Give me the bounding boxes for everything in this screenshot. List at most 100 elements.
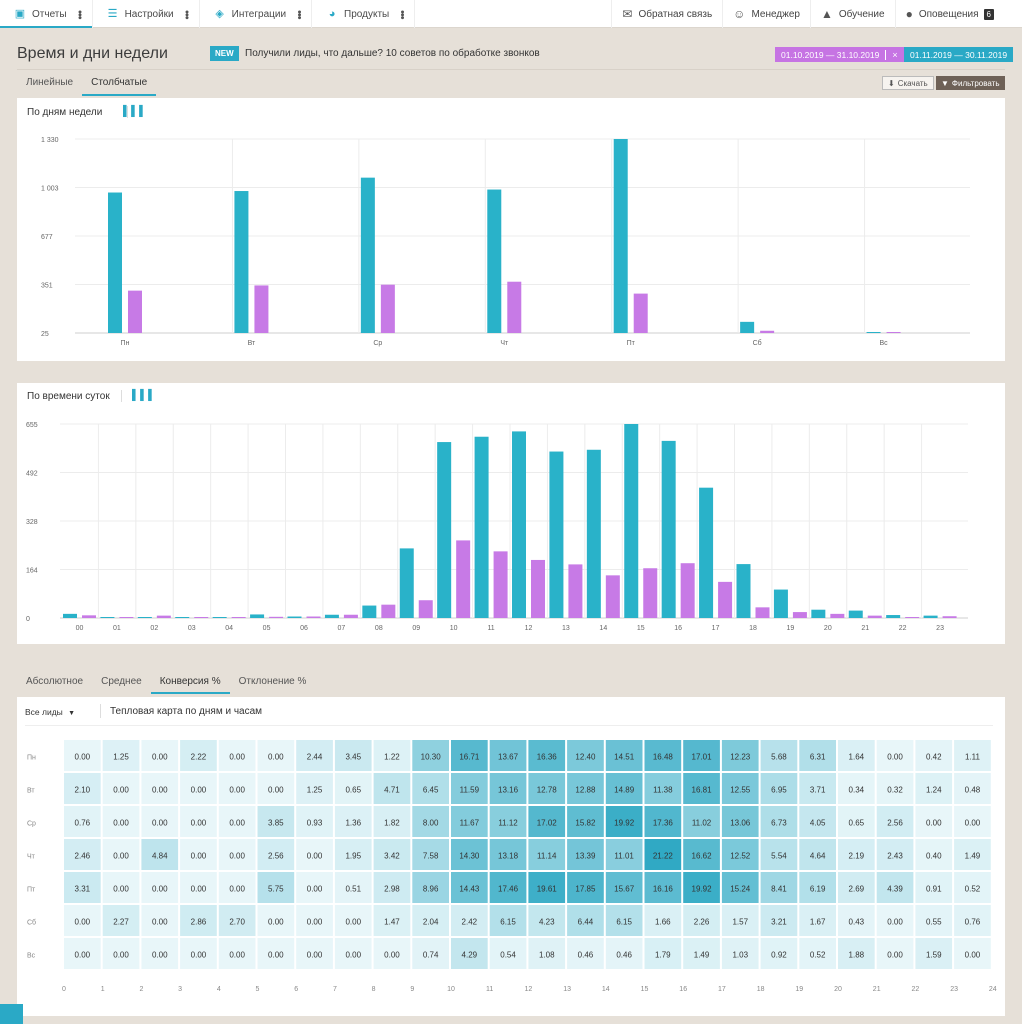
heatmap-cell[interactable] [760, 839, 798, 870]
bar-series-2[interactable] [493, 551, 508, 618]
heatmap-cell[interactable] [799, 938, 836, 969]
heatmap-cell[interactable] [683, 839, 720, 870]
bar-series-2[interactable] [269, 616, 284, 618]
heatmap-cell[interactable] [296, 839, 333, 870]
heatmap-cell[interactable] [141, 806, 179, 837]
heatmap-cell[interactable] [451, 773, 488, 804]
heatmap-cell[interactable] [528, 905, 566, 936]
bar-series-1[interactable] [360, 177, 375, 333]
bar-series-1[interactable] [108, 192, 122, 333]
heatmap-cell[interactable] [838, 839, 875, 870]
heatmap-cell[interactable] [412, 938, 449, 969]
bar-series-2[interactable] [306, 616, 321, 618]
heatmap-cell[interactable] [721, 872, 759, 903]
bar-series-1[interactable] [362, 605, 377, 618]
heatmap-cell[interactable] [373, 839, 411, 870]
nav-learning[interactable]: ▲ Обучение [809, 0, 895, 28]
bar-series-1[interactable] [212, 617, 227, 618]
bar-series-1[interactable] [175, 617, 190, 618]
bar-series-1[interactable] [773, 589, 788, 618]
bar-series-1[interactable] [234, 191, 249, 333]
bar-series-2[interactable] [82, 615, 96, 618]
bar-series-2[interactable] [643, 568, 658, 618]
bar-series-1[interactable] [63, 613, 77, 618]
heatmap-cell[interactable] [489, 740, 527, 771]
heatmap-cell[interactable] [180, 938, 217, 969]
heatmap-cell[interactable] [605, 839, 643, 870]
heatmap-cell[interactable] [644, 905, 682, 936]
heatmap-cell[interactable] [334, 740, 372, 771]
heatmap-cell[interactable] [528, 872, 566, 903]
heatmap-cell[interactable] [567, 806, 604, 837]
heatmap-cell[interactable] [876, 938, 914, 969]
heatmap-cell[interactable] [296, 938, 333, 969]
bar-series-2[interactable] [456, 540, 471, 618]
tab-deviation[interactable]: Отклонение % [238, 676, 307, 687]
heatmap-cell[interactable] [683, 740, 720, 771]
heatmap-cell[interactable] [451, 872, 488, 903]
heatmap-cell[interactable] [683, 773, 720, 804]
heatmap-cell[interactable] [915, 806, 953, 837]
heatmap-cell[interactable] [218, 872, 256, 903]
heatmap-cell[interactable] [721, 773, 759, 804]
heatmap-cell[interactable] [334, 806, 372, 837]
heatmap-cell[interactable] [373, 740, 411, 771]
heatmap-cell[interactable] [876, 872, 914, 903]
heatmap-cell[interactable] [218, 773, 256, 804]
heatmap-cell[interactable] [180, 806, 217, 837]
heatmap-cell[interactable] [760, 740, 798, 771]
heatmap-cell[interactable] [838, 872, 875, 903]
heatmap-cell[interactable] [141, 740, 179, 771]
bar-series-1[interactable] [866, 332, 881, 333]
nav-settings[interactable]: ☰ Настройки ••• [93, 0, 200, 28]
heatmap-cell[interactable] [64, 905, 101, 936]
heatmap-cell[interactable] [412, 773, 449, 804]
heatmap-cell[interactable] [64, 839, 101, 870]
heatmap-cell[interactable] [180, 839, 217, 870]
heatmap-cell[interactable] [876, 740, 914, 771]
heatmap-cell[interactable] [218, 839, 256, 870]
heatmap-cell[interactable] [412, 872, 449, 903]
heatmap-cell[interactable] [799, 740, 836, 771]
heatmap-cell[interactable] [257, 938, 295, 969]
heatmap-cell[interactable] [915, 872, 953, 903]
heatmap-cell[interactable] [644, 740, 682, 771]
heatmap-cell[interactable] [876, 839, 914, 870]
heatmap-cell[interactable] [64, 740, 101, 771]
bar-series-1[interactable] [848, 610, 863, 618]
heatmap-cell[interactable] [567, 839, 604, 870]
heatmap-cell[interactable] [180, 905, 217, 936]
heatmap-cell[interactable] [760, 872, 798, 903]
heatmap-cell[interactable] [528, 839, 566, 870]
heatmap-cell[interactable] [838, 905, 875, 936]
more-icon[interactable]: ••• [180, 9, 193, 19]
heatmap-cell[interactable] [102, 740, 140, 771]
bar-series-1[interactable] [487, 189, 502, 333]
heatmap-cell[interactable] [721, 905, 759, 936]
tab-lines[interactable]: Линейные [26, 77, 74, 88]
heatmap-cell[interactable] [567, 938, 604, 969]
heatmap-cell[interactable] [838, 773, 875, 804]
bar-series-2[interactable] [605, 575, 620, 618]
bar-series-2[interactable] [792, 612, 807, 618]
bar-series-1[interactable] [512, 431, 526, 618]
bar-series-1[interactable] [324, 614, 339, 618]
bar-series-1[interactable] [740, 321, 755, 333]
heatmap-cell[interactable] [644, 872, 682, 903]
bar-series-2[interactable] [680, 563, 695, 618]
heatmap-cell[interactable] [64, 872, 101, 903]
heatmap-cell[interactable] [334, 905, 372, 936]
heatmap-cell[interactable] [954, 806, 991, 837]
bar-series-1[interactable] [474, 436, 489, 618]
heatmap-cell[interactable] [180, 872, 217, 903]
heatmap-cell[interactable] [373, 938, 411, 969]
heatmap-cell[interactable] [838, 740, 875, 771]
heatmap-cell[interactable] [373, 872, 411, 903]
heatmap-cell[interactable] [257, 773, 295, 804]
bar-series-2[interactable] [886, 332, 901, 333]
bar-series-2[interactable] [156, 615, 171, 618]
heatmap-cell[interactable] [141, 938, 179, 969]
heatmap-cell[interactable] [605, 773, 643, 804]
bar-series-2[interactable] [531, 559, 545, 618]
heatmap-cell[interactable] [64, 806, 101, 837]
